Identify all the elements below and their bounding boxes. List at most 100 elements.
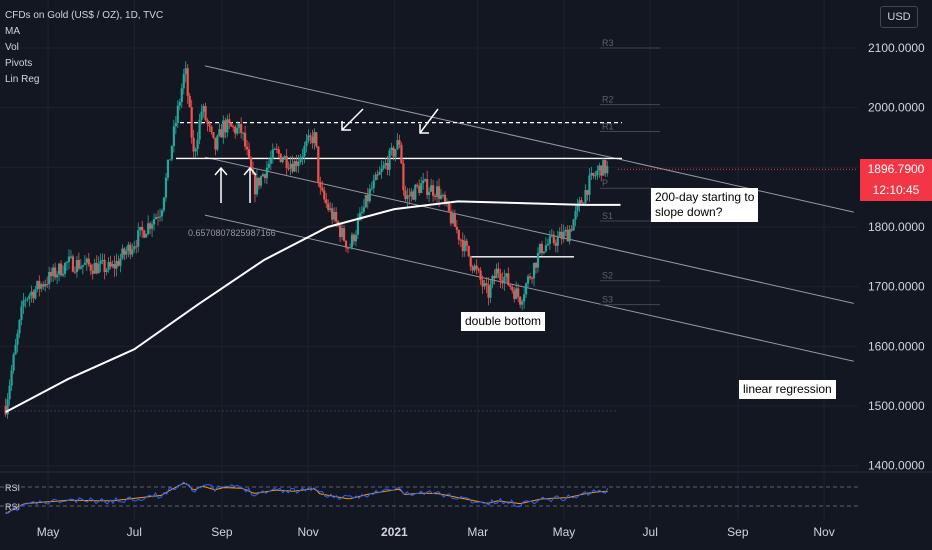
candle-body [398,140,401,145]
candle-body [313,132,316,144]
candle-body [441,194,445,196]
candle-body [269,158,272,164]
candle-body [453,213,456,227]
x-tick-label: Jul [643,525,658,539]
candle-body [590,173,593,176]
symbol-title[interactable]: CFDs on Gold (US$ / OZ), 1D, TVC [5,10,164,21]
candle-body [392,147,395,157]
candle-body [107,261,110,270]
indicator-linreg[interactable]: Lin Reg [5,74,40,85]
candle-body [52,267,55,277]
rsi-signal-line [5,482,608,514]
candle-body [602,159,605,176]
candle-body [6,399,9,415]
candle-body [97,263,100,274]
candle-body [560,231,563,240]
pivot-label-r2: R2 [602,95,614,105]
price-axis[interactable]: 2100.00002000.00001900.00001800.00001700… [868,41,925,473]
candle-body [449,211,453,224]
candle-body [331,208,334,220]
candle-body [556,236,559,246]
candle-body [4,406,7,415]
indicator-ma[interactable]: MA [5,26,20,37]
candle-body [346,247,350,249]
candle-body [321,187,324,191]
candle-body [230,122,233,127]
candle-body [437,186,441,199]
candle-body [81,265,84,267]
candle-body [188,95,191,108]
candle-body [370,188,373,190]
time-axis[interactable]: May Jul Sep Nov 2021 Mar May Jul Sep Nov [37,525,835,539]
candle-body [232,126,235,128]
candle-body [572,219,575,231]
candle-body [435,186,439,197]
indicator-vol[interactable]: Vol [5,42,19,53]
candle-body [305,140,308,147]
candle-body [358,213,361,221]
candle-body [525,283,528,295]
candle-body [67,256,71,262]
currency-button[interactable]: USD [880,6,918,28]
candle-body [517,288,520,297]
candle-body [479,270,482,280]
x-tick-label: Jul [127,525,142,539]
candle-body [113,264,116,269]
candle-body [439,195,443,199]
ma-annotation-line2: slope down? [655,205,723,219]
candle-body [212,131,215,138]
candle-body [277,149,280,154]
candle-body [172,126,175,147]
candle-body [521,301,524,305]
y-tick-label: 1400.0000 [868,459,925,473]
candle-body [495,268,498,279]
candle-body [604,159,607,174]
candle-body [79,266,82,269]
candle-body [568,229,571,242]
candle-body [36,280,39,290]
moving-average-line [5,200,621,413]
rsi-label: RSI [5,502,20,512]
candle-body [374,174,377,181]
candle-body [18,319,21,334]
indicator-pivots[interactable]: Pivots [5,58,33,69]
candle-body [28,295,31,299]
candle-body [523,294,526,302]
candle-body [85,258,88,263]
candle-body [291,163,294,172]
candle-body [505,273,508,277]
x-tick-label: May [553,525,576,539]
candle-body [145,233,148,238]
annotation-arrows [214,108,439,203]
candle-body [204,106,207,120]
candle-body [257,177,261,186]
pivot-label-s1: S1 [602,211,613,221]
candle-body [368,188,371,202]
ma-annotation: 200-day starting to slope down? [651,188,759,222]
candle-body [295,161,298,167]
candle-body [160,210,164,217]
candle-body [566,229,569,242]
candle-body [245,146,249,150]
rsi-pane: RSI RSI [0,471,932,514]
candle-body [491,275,494,285]
candle-body [267,163,270,168]
candle-body [570,229,573,231]
candle-body [433,195,437,197]
candle-body [400,144,403,164]
candle-body [121,248,124,259]
candle-body [414,184,417,200]
candle-body [582,203,585,205]
candle-body [103,259,106,273]
candle-body [562,231,565,240]
candle-body [228,119,231,123]
arrow-up-2-head [243,166,257,176]
candle-body [99,260,102,264]
candle-body [299,157,302,162]
candle-body [158,216,162,218]
candle-body [356,220,360,235]
candle-body [382,165,385,169]
candle-body [152,219,156,225]
candle-body [236,127,239,134]
